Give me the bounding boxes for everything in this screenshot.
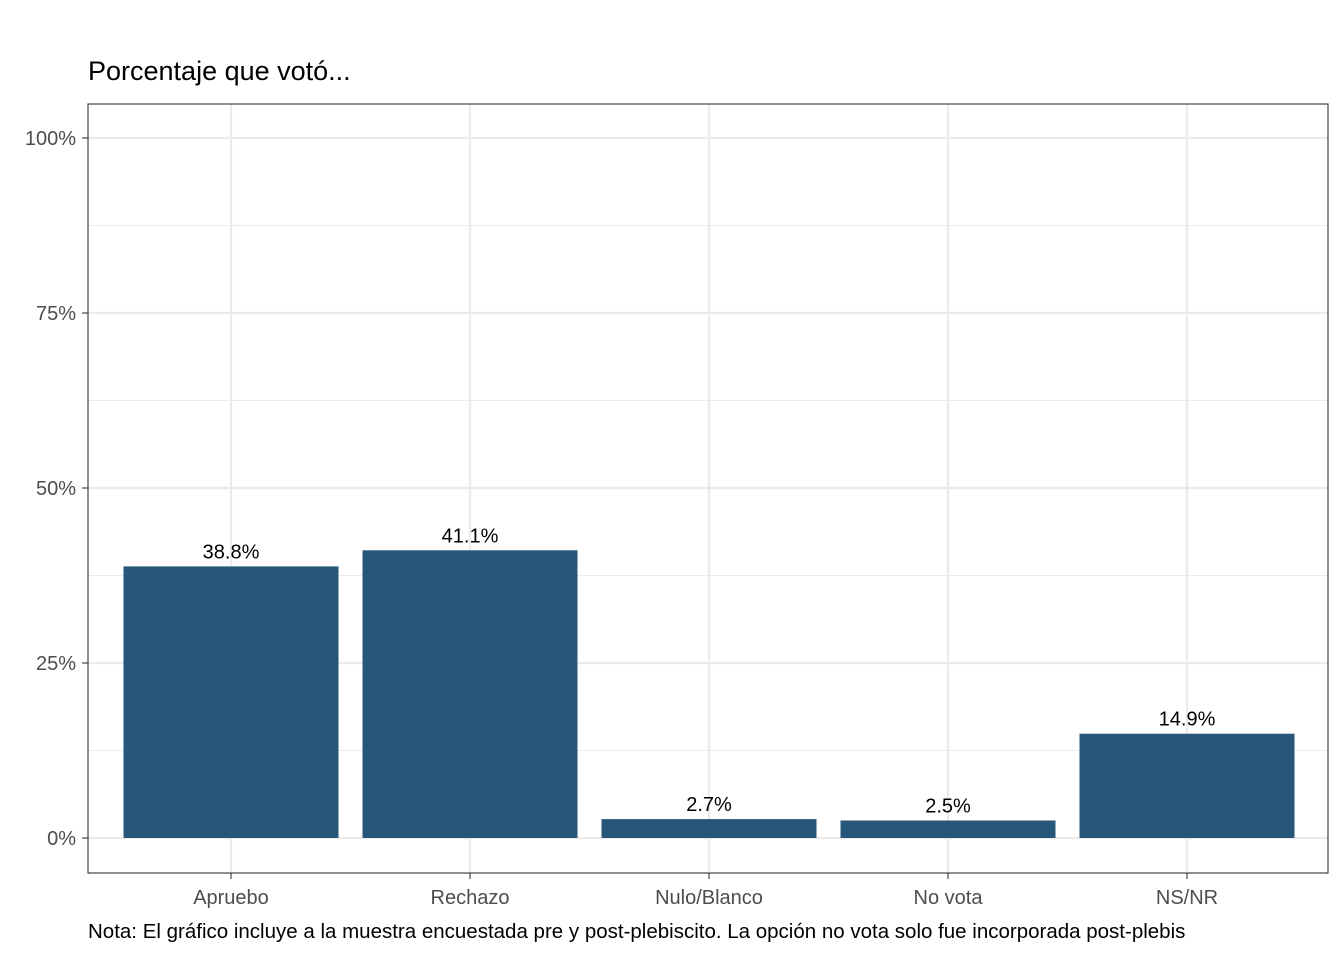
x-tick-label: Apruebo [193,887,269,909]
y-tick-label: 25% [36,653,76,675]
data-labels: 38.8% 41.1% 2.7% 2.5% 14.9% [203,525,1216,817]
chart-caption: Nota: El gráfico incluye a la muestra en… [88,920,1186,943]
data-label: 2.7% [686,794,732,816]
axes: 0% 25% 50% 75% 100% Apruebo Rechazo Nulo/Blanco… [25,128,1218,909]
bar-no-vota [840,820,1056,838]
chart-title: Porcentaje que votó... [88,56,351,86]
y-tick-label: 0% [47,828,76,850]
bar-apruebo [123,566,339,838]
x-tick-label: Rechazo [431,887,510,909]
y-tick-label: 50% [36,478,76,500]
bars [123,550,1295,838]
bar-nulo-blanco [601,819,817,838]
x-tick-label: NS/NR [1156,887,1218,909]
data-label: 41.1% [442,525,499,547]
y-tick-label: 75% [36,303,76,325]
y-tick-label: 100% [25,128,76,150]
x-tick-label: Nulo/Blanco [655,887,763,909]
bar-chart: 38.8% 41.1% 2.7% 2.5% 14.9% 0% 25% 50% 75% 100% A… [25,103,1329,909]
data-label: 14.9% [1159,709,1216,731]
x-tick-label: No vota [914,887,984,909]
data-label: 38.8% [203,541,260,563]
data-label: 2.5% [925,796,971,818]
bar-rechazo [362,550,578,838]
bar-ns-nr [1079,733,1295,838]
